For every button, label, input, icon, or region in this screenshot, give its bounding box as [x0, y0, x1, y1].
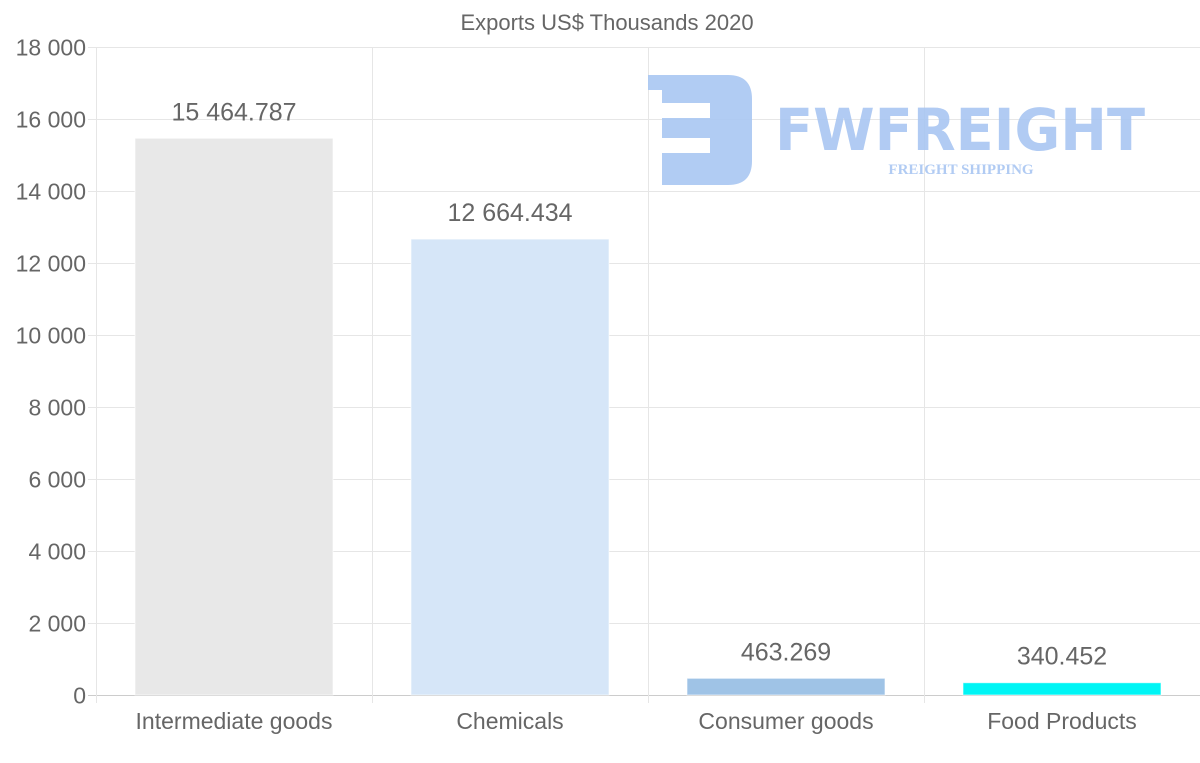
bar-intermediate-goods	[134, 137, 334, 696]
chart-title: Exports US$ Thousands 2020	[460, 10, 753, 35]
x-tick-label: Intermediate goods	[136, 708, 333, 734]
watermark-tagline: FREIGHT SHIPPING	[888, 162, 1033, 178]
y-tick-label: 8 000	[28, 395, 86, 421]
y-tick-label: 16 000	[16, 107, 86, 133]
y-tick-label: 18 000	[16, 35, 86, 61]
logo-mark-icon	[648, 75, 752, 185]
y-tick-label: 12 000	[16, 251, 86, 277]
watermark-logo: FWFREIGHT FREIGHT SHIPPING	[648, 75, 1145, 185]
data-label: 12 664.434	[447, 199, 572, 227]
x-tick-label: Chemicals	[456, 708, 563, 734]
axes: 0 2 000 4 000 6 000 8 000 10 000 12 000 14 000 1…	[16, 35, 1137, 735]
bars: 15 464.787 12 664.434 463.269 340.452	[134, 98, 1162, 696]
bar-consumer-goods	[686, 677, 886, 696]
bar-chemicals	[410, 238, 610, 696]
x-tick-label: Consumer goods	[698, 708, 873, 734]
y-tick-label: 4 000	[28, 539, 86, 565]
data-label: 463.269	[741, 638, 831, 666]
y-tick-label: 0	[73, 683, 86, 709]
watermark-brand: FWFREIGHT	[775, 96, 1145, 164]
y-tick-label: 6 000	[28, 467, 86, 493]
bar-food-products	[962, 682, 1162, 696]
x-tick-label: Food Products	[987, 708, 1137, 734]
y-tick-label: 10 000	[16, 323, 86, 349]
y-tick-label: 2 000	[28, 611, 86, 637]
data-label: 15 464.787	[171, 98, 296, 126]
y-tick-label: 14 000	[16, 179, 86, 205]
data-label: 340.452	[1017, 643, 1107, 671]
